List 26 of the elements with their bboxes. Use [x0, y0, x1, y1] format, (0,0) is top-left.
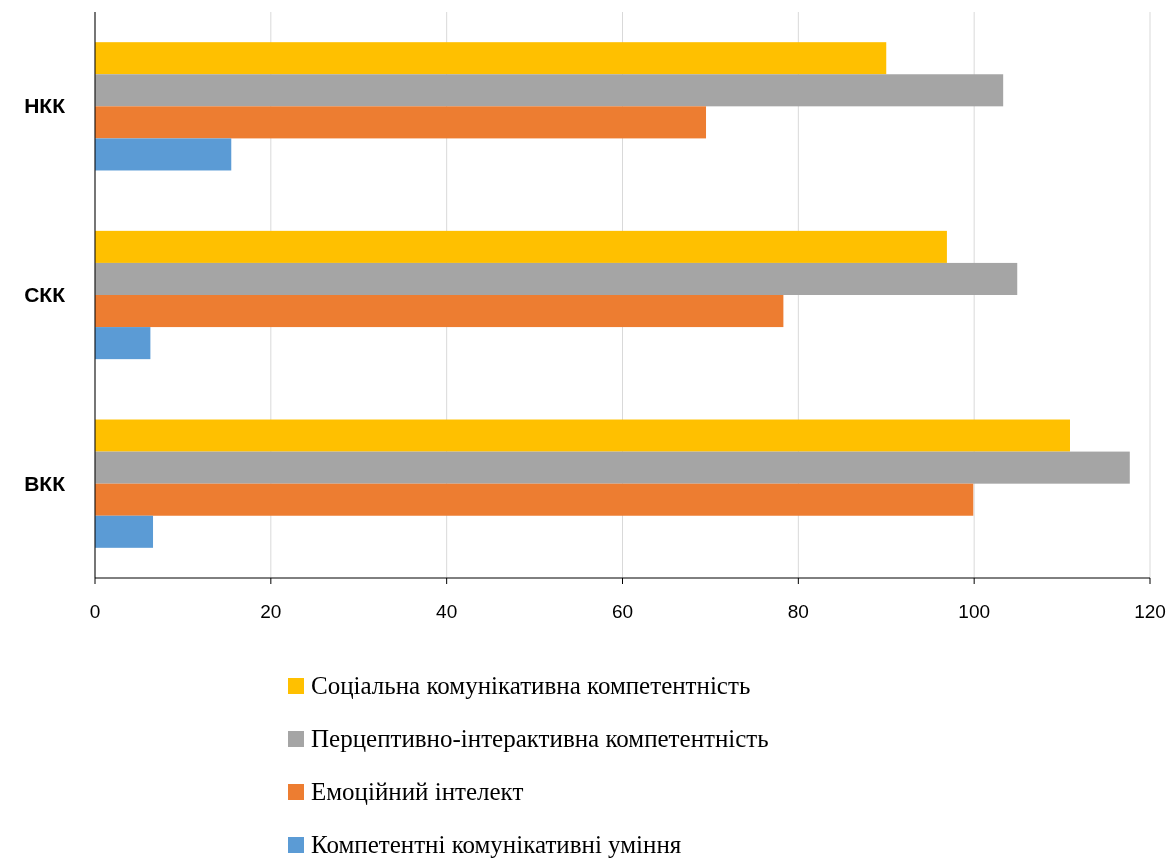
bar — [95, 138, 232, 171]
bar — [95, 262, 1018, 295]
bar — [95, 483, 974, 516]
bar — [95, 42, 887, 75]
y-tick-label: ВКК — [24, 471, 66, 495]
y-tick-label: НКК — [24, 94, 66, 118]
x-tick-label: 0 — [89, 601, 101, 622]
legend-label: Емоційний інтелект — [311, 778, 524, 805]
bar — [95, 515, 154, 548]
legend-label: Компетентні комунікативні уміння — [311, 831, 682, 858]
y-tick-label: СКК — [24, 283, 66, 306]
x-tick-label: 20 — [260, 601, 282, 622]
legend-label: Перцептивно-інтерактивна компетентність — [311, 725, 769, 752]
bar — [95, 106, 707, 139]
x-tick-label: 60 — [611, 601, 634, 622]
x-tick-label: 120 — [1134, 601, 1166, 622]
bar — [95, 74, 1004, 107]
bar — [95, 451, 1130, 484]
bar — [95, 327, 151, 360]
legend-label: Соціальна комунікативна компетентність — [311, 672, 751, 699]
bar — [95, 419, 1070, 452]
x-tick-label: 40 — [436, 601, 458, 622]
x-tick-label: 80 — [787, 601, 809, 622]
x-tick-label: 100 — [958, 601, 991, 622]
bar — [95, 295, 784, 328]
bar — [95, 230, 947, 263]
